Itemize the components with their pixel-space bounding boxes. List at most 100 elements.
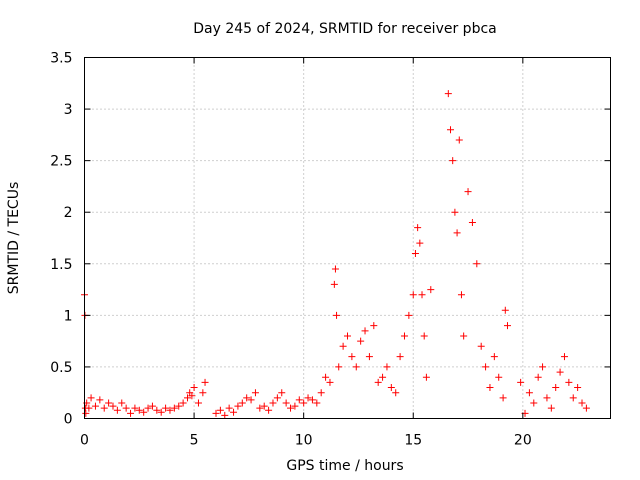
data-point xyxy=(148,402,156,410)
data-point xyxy=(216,406,224,414)
data-point xyxy=(400,332,408,340)
data-points xyxy=(81,90,590,419)
data-point xyxy=(330,280,338,288)
data-point xyxy=(269,399,277,407)
data-point xyxy=(122,404,130,412)
data-point xyxy=(416,239,424,247)
data-point xyxy=(82,409,90,417)
data-point xyxy=(569,394,577,402)
data-point xyxy=(361,327,369,335)
data-point xyxy=(387,384,395,392)
data-point xyxy=(357,337,365,345)
data-point xyxy=(383,363,391,371)
data-point xyxy=(91,402,99,410)
y-tick-label: 2 xyxy=(64,205,73,221)
data-point xyxy=(414,224,422,232)
axis-ticks: 0 5 10 15 20 0 0.5 1 1.5 2 2.5 3 3.5 xyxy=(50,51,611,449)
y-tick-label: 3 xyxy=(64,102,73,118)
data-point xyxy=(543,394,551,402)
data-point xyxy=(464,188,472,196)
data-point xyxy=(247,396,255,404)
data-point xyxy=(501,306,509,314)
data-point xyxy=(379,373,387,381)
x-axis-label: GPS time / hours xyxy=(286,458,403,474)
data-point xyxy=(157,408,165,416)
data-point xyxy=(238,399,246,407)
data-point xyxy=(179,399,187,407)
data-point xyxy=(234,402,242,410)
data-point xyxy=(113,406,121,414)
data-point xyxy=(308,396,316,404)
data-point xyxy=(374,378,382,386)
data-point xyxy=(166,406,174,414)
data-point xyxy=(444,90,452,98)
data-point xyxy=(517,378,525,386)
data-point xyxy=(287,404,295,412)
y-tick-label: 0 xyxy=(64,412,73,428)
data-point xyxy=(495,373,503,381)
chart-title: Day 245 of 2024, SRMTID for receiver pbc… xyxy=(193,21,496,37)
data-point xyxy=(127,409,135,417)
data-point xyxy=(87,394,95,402)
data-point xyxy=(162,404,170,412)
data-point xyxy=(578,399,586,407)
data-point xyxy=(365,353,373,361)
y-tick-label: 1 xyxy=(64,308,73,324)
data-point xyxy=(490,353,498,361)
data-point xyxy=(326,378,334,386)
data-point xyxy=(291,402,299,410)
data-point xyxy=(409,291,417,299)
data-point xyxy=(85,404,93,412)
data-point xyxy=(582,404,590,412)
y-axis-label: SRMTID / TECUs xyxy=(6,182,22,295)
data-point xyxy=(405,311,413,319)
data-point xyxy=(144,404,152,412)
y-tick-label: 0.5 xyxy=(50,360,72,376)
data-point xyxy=(190,384,198,392)
data-point xyxy=(313,399,321,407)
x-tick-label: 20 xyxy=(514,433,532,449)
data-point xyxy=(256,404,264,412)
data-point xyxy=(411,249,419,257)
data-point xyxy=(184,394,192,402)
data-point xyxy=(304,394,312,402)
grid-lines xyxy=(84,57,611,419)
data-point xyxy=(396,353,404,361)
data-point xyxy=(418,291,426,299)
data-point xyxy=(175,402,183,410)
data-point xyxy=(105,399,113,407)
data-point xyxy=(348,353,356,361)
data-point xyxy=(331,265,339,273)
data-point xyxy=(565,378,573,386)
data-point xyxy=(230,408,238,416)
data-point xyxy=(251,389,259,397)
data-point xyxy=(221,411,229,419)
data-point xyxy=(552,384,560,392)
data-point xyxy=(96,396,104,404)
data-point xyxy=(447,126,455,134)
data-point xyxy=(260,402,268,410)
x-tick-label: 0 xyxy=(80,433,89,449)
data-point xyxy=(534,373,542,381)
data-point xyxy=(201,378,209,386)
data-point xyxy=(194,399,202,407)
data-point xyxy=(574,384,582,392)
data-point xyxy=(539,363,547,371)
y-tick-label: 1.5 xyxy=(50,257,72,273)
data-point xyxy=(530,399,538,407)
data-point xyxy=(100,404,108,412)
data-point xyxy=(503,322,511,330)
data-point xyxy=(460,332,468,340)
data-point xyxy=(295,396,303,404)
data-point xyxy=(273,394,281,402)
y-tick-label: 2.5 xyxy=(50,154,72,170)
data-point xyxy=(300,399,308,407)
data-point xyxy=(225,404,233,412)
data-point xyxy=(427,286,435,294)
data-point xyxy=(453,229,461,237)
x-tick-label: 15 xyxy=(404,433,422,449)
data-point xyxy=(352,363,360,371)
data-point xyxy=(477,342,485,350)
